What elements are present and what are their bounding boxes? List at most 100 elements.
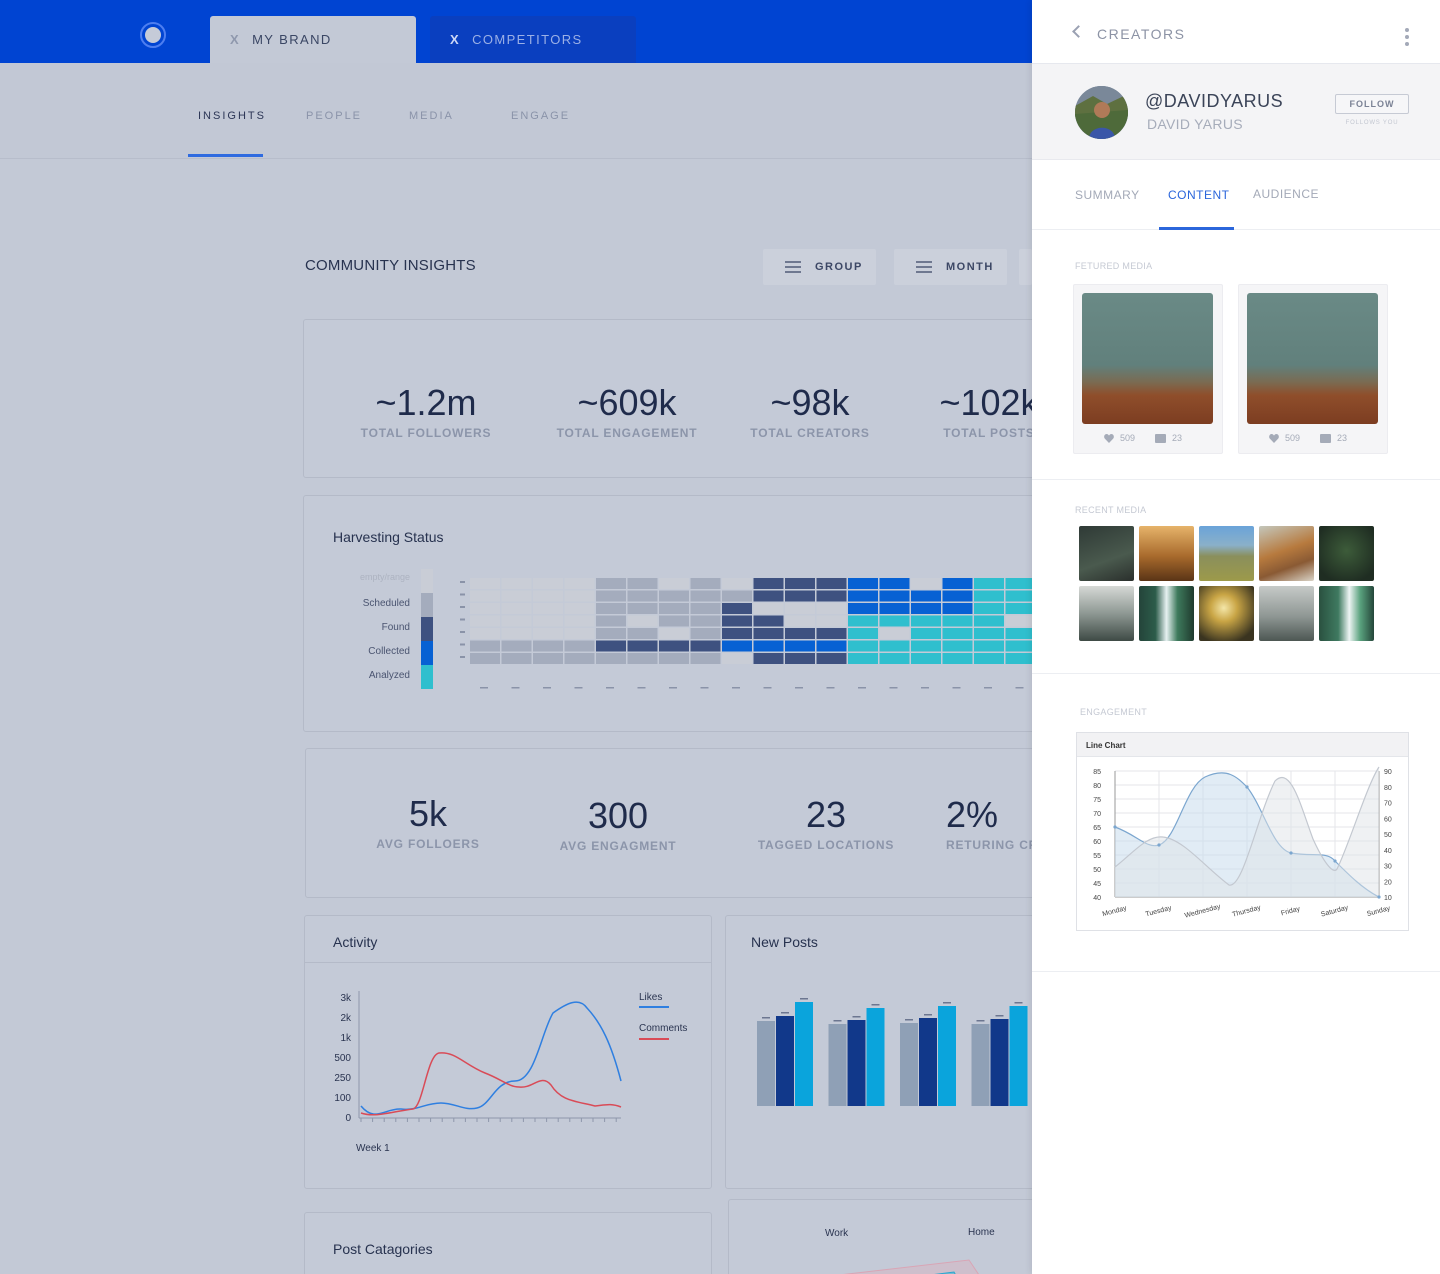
featured-media-image bbox=[1082, 293, 1213, 424]
avatar[interactable] bbox=[1075, 86, 1128, 139]
recent-media-thumb[interactable] bbox=[1139, 586, 1194, 641]
heatmap-cell bbox=[722, 640, 752, 652]
card-title: Activity bbox=[333, 934, 378, 950]
divider bbox=[1032, 479, 1440, 480]
x-tick: Friday bbox=[1280, 906, 1301, 918]
y-tick: 1k bbox=[340, 1033, 352, 1044]
heatmap-cell bbox=[1005, 578, 1036, 589]
logo[interactable] bbox=[140, 22, 166, 48]
tab-summary[interactable]: SUMMARY bbox=[1075, 188, 1140, 202]
heatmap-cell bbox=[627, 628, 658, 639]
recent-media-thumb[interactable] bbox=[1139, 526, 1194, 581]
nav-insights[interactable]: INSIGHTS bbox=[198, 110, 266, 122]
tab-label: COMPETITORS bbox=[472, 32, 583, 47]
month-filter-button[interactable]: MONTH bbox=[894, 249, 1007, 285]
stat-label: TOTAL ENGAGEMENT bbox=[556, 426, 698, 440]
recent-media-thumb[interactable] bbox=[1259, 526, 1314, 581]
heatmap-cell bbox=[659, 653, 689, 664]
bar bbox=[828, 1024, 847, 1106]
heatmap-cell bbox=[501, 628, 532, 639]
y-tick-right: 80 bbox=[1384, 785, 1392, 792]
creator-profile: @DAVIDYARUS DAVID YARUS FOLLOW FOLLOWS Y… bbox=[1032, 64, 1440, 160]
recent-media-thumb[interactable] bbox=[1079, 586, 1134, 641]
back-chevron-icon[interactable] bbox=[1072, 25, 1085, 38]
featured-media-item[interactable]: 509 23 bbox=[1238, 284, 1388, 454]
close-icon[interactable]: X bbox=[230, 32, 241, 47]
heatmap-cell bbox=[722, 590, 752, 602]
x-tick: Monday bbox=[1102, 905, 1128, 918]
tab-my-brand[interactable]: X MY BRAND bbox=[210, 16, 416, 63]
heatmap-cell bbox=[627, 578, 658, 589]
featured-media-image bbox=[1247, 293, 1378, 424]
row-label-mark bbox=[460, 593, 465, 596]
bar-label-mark bbox=[905, 1019, 913, 1021]
follow-button[interactable]: FOLLOW bbox=[1335, 94, 1409, 114]
x-tick: Thursday bbox=[1232, 904, 1262, 918]
data-point bbox=[1289, 851, 1293, 855]
filter-button-partial[interactable] bbox=[1019, 249, 1032, 285]
heatmap-cell bbox=[690, 628, 721, 639]
divider bbox=[1032, 673, 1440, 674]
new-posts-chart bbox=[757, 998, 1028, 1106]
y-tick-left: 70 bbox=[1093, 811, 1101, 818]
bar-label-mark bbox=[1014, 1002, 1023, 1004]
heatmap-cell bbox=[659, 628, 689, 639]
row-label-mark bbox=[460, 581, 465, 583]
comment-icon bbox=[1155, 433, 1167, 443]
stat-value: 23 bbox=[805, 794, 847, 835]
y-tick-right: 30 bbox=[1384, 864, 1392, 871]
heatmap-cell bbox=[596, 615, 626, 627]
nav-media[interactable]: MEDIA bbox=[409, 110, 454, 122]
recent-media-thumb[interactable] bbox=[1199, 526, 1254, 581]
stat-value: 2% bbox=[946, 794, 999, 835]
nav-engage[interactable]: ENGAGE bbox=[511, 110, 571, 122]
heatmap-cell bbox=[722, 603, 752, 614]
likes-line bbox=[360, 1001, 622, 1115]
close-icon[interactable]: X bbox=[450, 32, 461, 47]
recent-media-thumb[interactable] bbox=[1199, 586, 1254, 641]
heatmap-cell bbox=[722, 628, 752, 639]
featured-media-item[interactable]: 509 23 bbox=[1073, 284, 1223, 454]
bar bbox=[919, 1018, 937, 1106]
more-options-icon[interactable] bbox=[1405, 28, 1409, 46]
recent-media-label: RECENT MEDIA bbox=[1075, 505, 1147, 515]
tab-content[interactable]: CONTENT bbox=[1168, 188, 1230, 202]
heatmap-cell bbox=[911, 603, 941, 614]
legend-swatch bbox=[421, 569, 433, 593]
col-label-mark bbox=[700, 687, 709, 689]
col-label-mark bbox=[763, 687, 772, 689]
heatmap-cell bbox=[722, 653, 752, 664]
heatmap-cell bbox=[911, 628, 941, 639]
y-tick: 100 bbox=[334, 1093, 351, 1104]
recent-media-thumb[interactable] bbox=[1079, 526, 1134, 581]
filter-label: MONTH bbox=[946, 261, 994, 273]
y-tick-left: 55 bbox=[1093, 853, 1101, 860]
stat-total-creators: ~98k TOTAL CREATORS bbox=[710, 382, 910, 440]
card-title: New Posts bbox=[751, 934, 818, 950]
tab-competitors[interactable]: X COMPETITORS bbox=[430, 16, 636, 63]
y-tick-right: 60 bbox=[1384, 816, 1392, 823]
tab-audience[interactable]: AUDIENCE bbox=[1253, 187, 1320, 201]
heatmap-cell bbox=[596, 628, 626, 639]
legend-swatch bbox=[421, 617, 433, 641]
bar bbox=[971, 1024, 990, 1106]
group-filter-button[interactable]: GROUP bbox=[763, 249, 876, 285]
recent-media-thumb[interactable] bbox=[1259, 586, 1314, 641]
bar bbox=[757, 1021, 775, 1106]
recent-media-thumb[interactable] bbox=[1319, 586, 1374, 641]
heatmap-cell bbox=[501, 603, 532, 614]
heatmap-cell bbox=[942, 615, 973, 627]
heatmap-cell bbox=[879, 590, 910, 602]
heatmap-cell bbox=[470, 603, 500, 614]
engagement-chart: Line Chart 85 80 75 70 65 60 55 50 45 40 90 80 70 60 5… bbox=[1076, 732, 1409, 931]
divider bbox=[1032, 971, 1440, 972]
bar-label-mark bbox=[852, 1016, 861, 1018]
x-axis-label: Week 1 bbox=[356, 1143, 390, 1154]
recent-media-thumb[interactable] bbox=[1319, 526, 1374, 581]
heatmap-cell bbox=[848, 628, 878, 639]
heatmap-cell bbox=[596, 590, 626, 602]
nav-people[interactable]: PEOPLE bbox=[306, 110, 363, 122]
filter-label: GROUP bbox=[815, 261, 863, 273]
heatmap-cell bbox=[722, 615, 752, 627]
heatmap-cell bbox=[753, 640, 784, 652]
